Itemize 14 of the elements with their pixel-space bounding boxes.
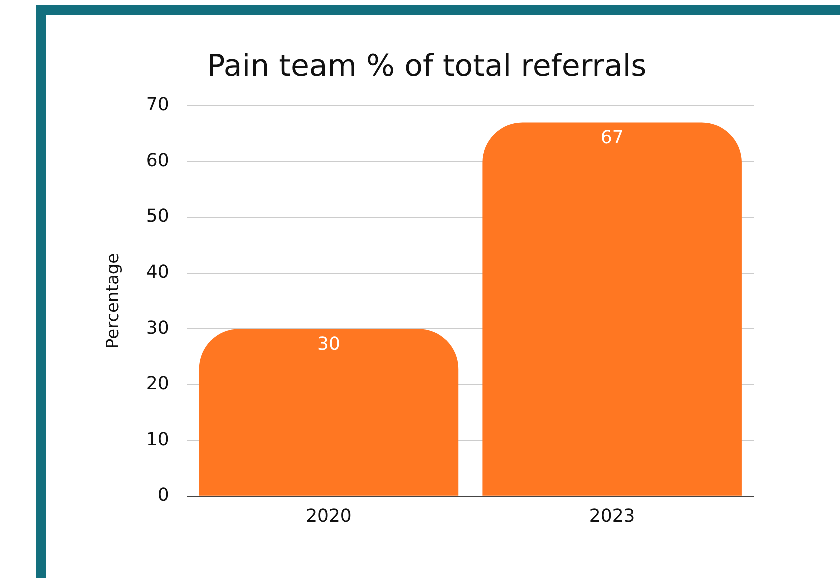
x-tick-label: 2020 xyxy=(306,506,352,527)
data-label: 30 xyxy=(318,334,340,355)
y-axis-title: Percentage xyxy=(104,253,124,350)
data-label: 67 xyxy=(600,127,624,148)
y-tick-label: 60 xyxy=(146,150,170,172)
y-tick-label: 20 xyxy=(146,374,170,395)
y-tick-label: 50 xyxy=(146,206,170,228)
chart-title: Pain team % of total referrals xyxy=(207,48,647,84)
y-tick-label: 40 xyxy=(146,262,170,283)
y-tick-label: 70 xyxy=(146,94,170,116)
y-tick-label: 0 xyxy=(158,485,170,506)
y-tick-label: 10 xyxy=(146,429,170,450)
x-tick-label: 2023 xyxy=(589,506,636,527)
y-tick-label: 30 xyxy=(146,318,170,339)
